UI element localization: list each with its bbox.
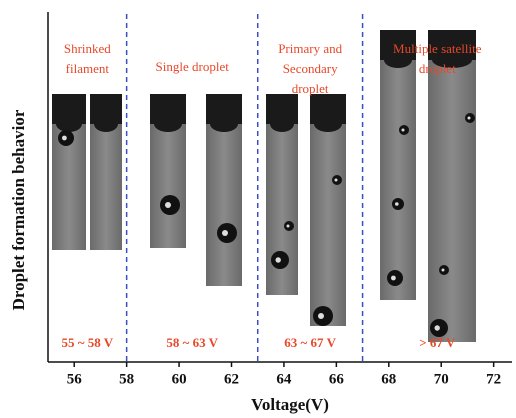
droplet-highlight [434,325,440,331]
droplet-highlight [467,116,471,120]
droplet-highlight [395,202,399,206]
meniscus [432,52,472,68]
droplet-highlight [165,202,171,208]
photo-strip [428,30,476,342]
droplet-highlight [318,313,324,319]
x-tick-label: 66 [329,371,345,387]
range-label: 55 ~ 58 V [61,335,113,350]
droplet-highlight [401,128,405,132]
x-tick-label: 60 [172,371,187,387]
range-label: > 67 V [419,335,456,350]
region-label: Multiple satellite [393,41,482,56]
meniscus [314,116,342,132]
region-label: Single droplet [156,59,230,74]
x-tick-label: 58 [119,371,134,387]
photo-strip [310,94,346,326]
region-label: droplet [292,81,329,96]
region-label: droplet [419,61,456,76]
meniscus [384,52,412,68]
meniscus [154,116,182,132]
x-tick-label: 64 [276,371,292,387]
y-axis-title: Droplet formation behavior [9,109,28,310]
x-tick-label: 62 [224,371,239,387]
meniscus [56,116,82,132]
x-tick-label: 68 [381,371,396,387]
droplet-highlight [286,224,290,228]
droplet-highlight [391,275,396,281]
meniscus [270,116,294,132]
droplet-highlight [441,268,445,272]
droplet-highlight [275,257,281,263]
droplet-highlight [334,178,338,182]
photo-strip [380,30,416,300]
x-tick-label: 72 [486,371,501,387]
region-label: Secondary [283,61,338,76]
x-axis-title: Voltage(V) [251,395,329,414]
range-label: 58 ~ 63 V [166,335,218,350]
meniscus [210,116,238,132]
droplet-highlight [222,230,228,236]
region-label: Shrinked [64,41,111,56]
region-label: filament [66,61,110,76]
droplet-highlight [62,135,67,141]
x-tick-label: 70 [434,371,449,387]
x-tick-label: 56 [67,371,83,387]
range-label: 63 ~ 67 V [284,335,336,350]
meniscus [94,116,118,132]
region-label: Primary and [278,41,342,56]
